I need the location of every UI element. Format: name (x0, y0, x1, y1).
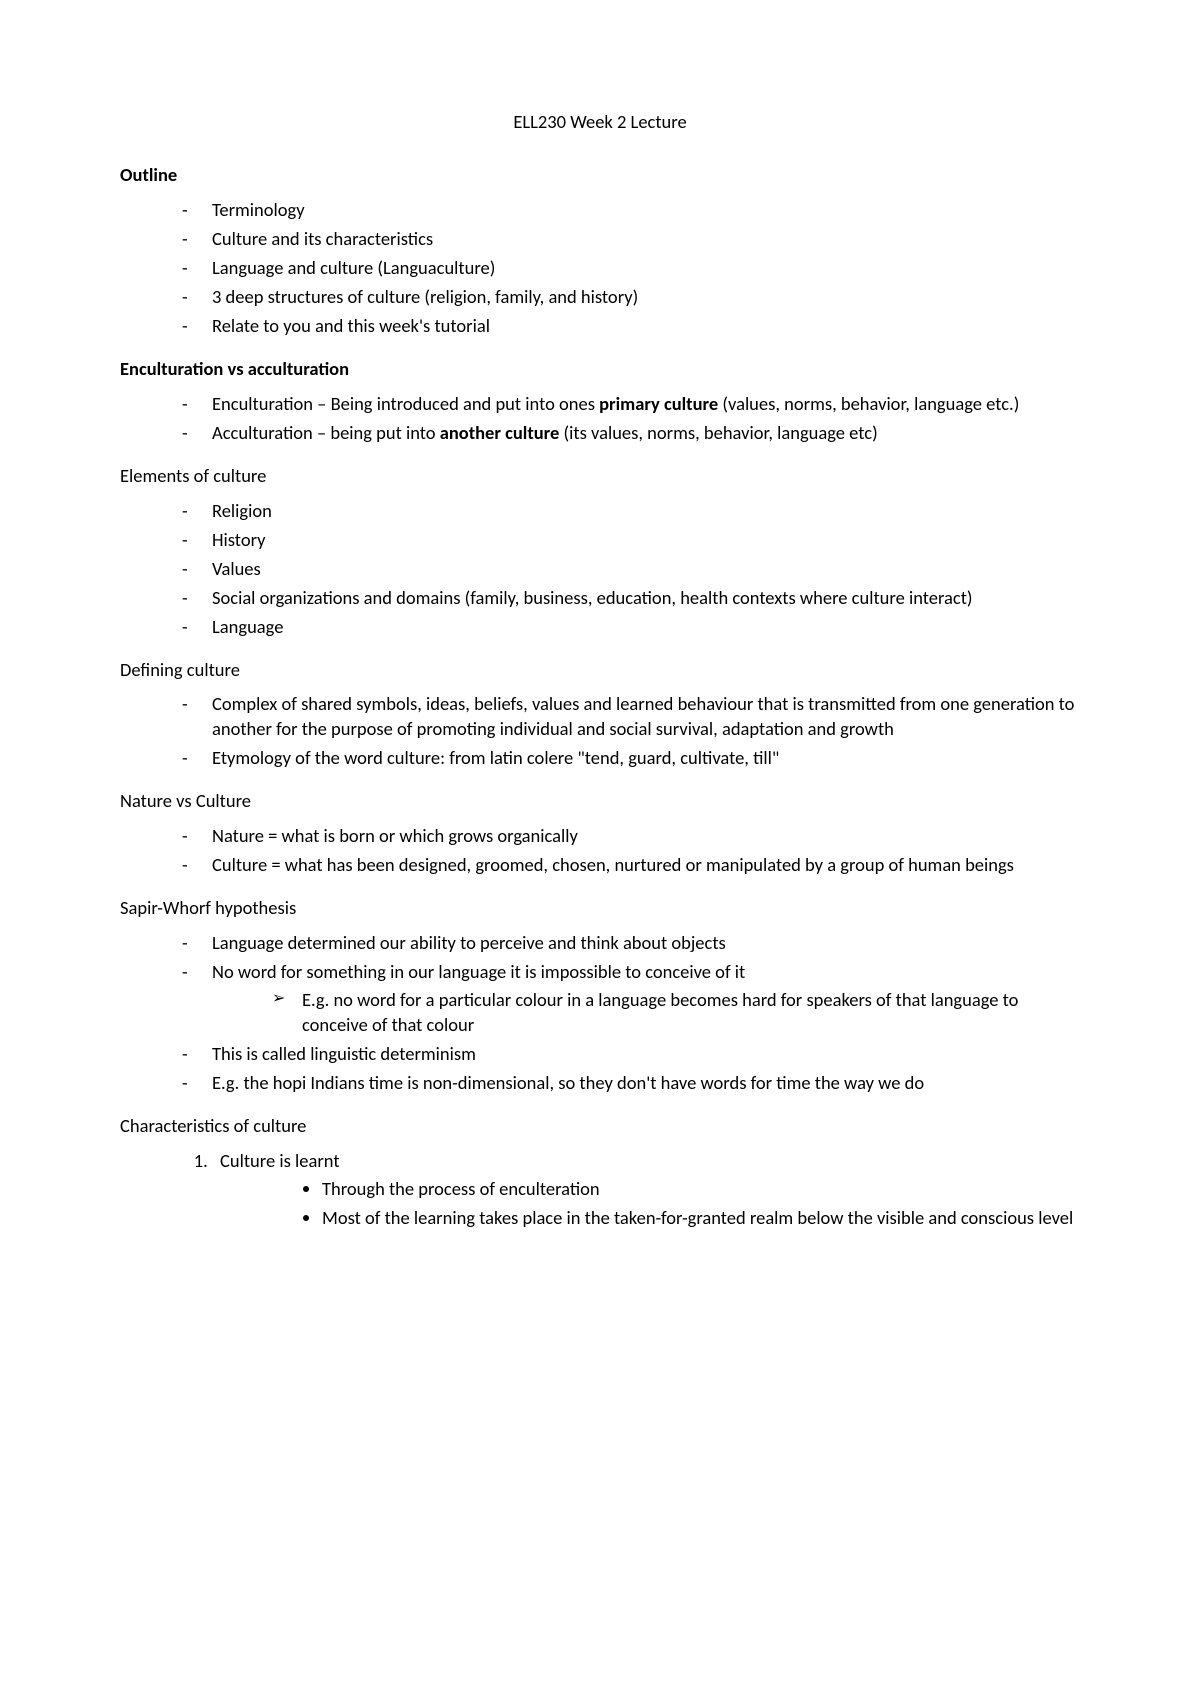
text: Enculturation – Being introduced and put… (212, 392, 599, 415)
heading-elements: Elements of culture (120, 464, 1080, 489)
list-item: Religion (182, 499, 1080, 524)
list-item: Language (182, 615, 1080, 640)
list-item: Complex of shared symbols, ideas, belief… (182, 692, 1080, 742)
text: No word for something in our language it… (212, 960, 745, 983)
list-item: No word for something in our language it… (182, 960, 1080, 1038)
heading-outline: Outline (120, 163, 1080, 188)
heading-defining: Defining culture (120, 658, 1080, 683)
heading-nature: Nature vs Culture (120, 789, 1080, 814)
characteristics-list: Culture is learnt Through the process of… (120, 1149, 1080, 1231)
list-item: Relate to you and this week's tutorial (182, 314, 1080, 339)
text: (its values, norms, behavior, language e… (559, 421, 877, 444)
outline-list: Terminology Culture and its characterist… (120, 198, 1080, 339)
list-item: E.g. no word for a particular colour in … (272, 988, 1080, 1038)
list-item: Culture = what has been designed, groome… (182, 853, 1080, 878)
list-item: Terminology (182, 198, 1080, 223)
document-page: ELL230 Week 2 Lecture Outline Terminolog… (0, 0, 1200, 1315)
list-item: Enculturation – Being introduced and put… (182, 392, 1080, 417)
list-item: Etymology of the word culture: from lati… (182, 746, 1080, 771)
heading-characteristics: Characteristics of culture (120, 1114, 1080, 1139)
defining-list: Complex of shared symbols, ideas, belief… (120, 692, 1080, 771)
list-item: Most of the learning takes place in the … (322, 1206, 1080, 1231)
list-item: Through the process of enculteration (322, 1177, 1080, 1202)
sapir-list: Language determined our ability to perce… (120, 931, 1080, 1096)
list-item: 3 deep structures of culture (religion, … (182, 285, 1080, 310)
list-item: E.g. the hopi Indians time is non-dimens… (182, 1071, 1080, 1096)
heading-sapir: Sapir-Whorf hypothesis (120, 896, 1080, 921)
list-item: History (182, 528, 1080, 553)
sub-bullet-list: Through the process of enculteration Mos… (220, 1177, 1080, 1231)
heading-enculturation: Enculturation vs acculturation (120, 357, 1080, 382)
list-item: Values (182, 557, 1080, 582)
list-item: Nature = what is born or which grows org… (182, 824, 1080, 849)
bold-text: primary culture (599, 392, 718, 415)
elements-list: Religion History Values Social organizat… (120, 499, 1080, 640)
bold-text: another culture (440, 421, 560, 444)
text: Culture is learnt (220, 1149, 340, 1172)
list-item: Language determined our ability to perce… (182, 931, 1080, 956)
list-item: Social organizations and domains (family… (182, 586, 1080, 611)
text: Acculturation – being put into (212, 421, 440, 444)
nature-list: Nature = what is born or which grows org… (120, 824, 1080, 878)
list-item: This is called linguistic determinism (182, 1042, 1080, 1067)
enculturation-list: Enculturation – Being introduced and put… (120, 392, 1080, 446)
sub-list: E.g. no word for a particular colour in … (212, 988, 1080, 1038)
list-item: Acculturation – being put into another c… (182, 421, 1080, 446)
page-title: ELL230 Week 2 Lecture (120, 110, 1080, 135)
list-item: Culture is learnt Through the process of… (212, 1149, 1080, 1231)
text: (values, norms, behavior, language etc.) (718, 392, 1019, 415)
list-item: Culture and its characteristics (182, 227, 1080, 252)
list-item: Language and culture (Languaculture) (182, 256, 1080, 281)
